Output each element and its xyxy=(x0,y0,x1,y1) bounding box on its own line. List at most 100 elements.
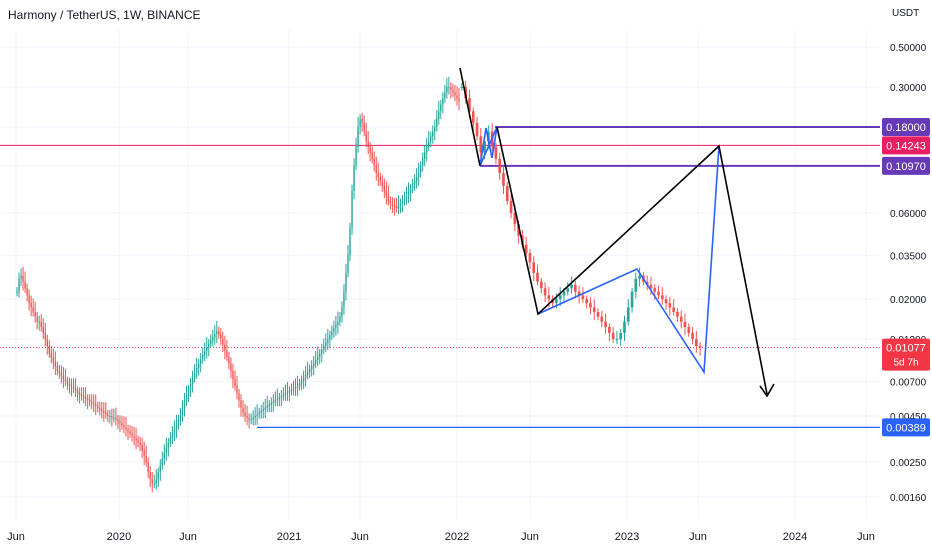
candle-body xyxy=(308,368,311,372)
candle-body xyxy=(66,381,69,384)
chart-title: Harmony / TetherUS, 1W, BINANCE xyxy=(8,8,201,22)
candle-body xyxy=(365,131,367,142)
candle-body xyxy=(40,321,42,328)
candle-body xyxy=(90,401,93,404)
y-tick-label: 0.00250 xyxy=(890,458,927,469)
x-tick-label: 2020 xyxy=(107,531,131,543)
candle-body xyxy=(258,412,260,415)
candle-body xyxy=(430,136,432,142)
candle-body xyxy=(317,356,319,360)
candle-body xyxy=(440,104,442,112)
candle-body xyxy=(448,87,450,89)
candle-body xyxy=(411,184,414,189)
candle-body xyxy=(442,98,444,105)
candle-body xyxy=(294,387,297,389)
candle-body xyxy=(513,213,517,225)
candle-body xyxy=(444,92,446,99)
candle-body xyxy=(22,275,24,282)
candle-body xyxy=(323,345,325,350)
candle-body xyxy=(438,111,440,119)
candle-body xyxy=(290,389,293,391)
candle-body xyxy=(379,177,381,182)
candle-body xyxy=(80,394,83,397)
candle-body xyxy=(169,437,172,443)
candle-body xyxy=(351,190,353,228)
candle-body xyxy=(483,141,486,153)
candle-body xyxy=(137,440,139,443)
candle-body xyxy=(123,425,125,428)
candle-body xyxy=(399,203,402,206)
candle-body xyxy=(135,437,137,441)
candle-body xyxy=(131,433,133,436)
x-tick-label: Jun xyxy=(521,531,539,543)
candle-body xyxy=(240,400,242,408)
trend-line-black-top xyxy=(459,67,481,166)
candle-body xyxy=(391,203,394,206)
candle-body xyxy=(343,291,345,308)
candle-body xyxy=(425,146,428,153)
candle-body xyxy=(212,337,214,341)
candle-body xyxy=(117,419,119,422)
candle-body xyxy=(262,409,264,411)
candle-body xyxy=(373,158,375,166)
candle-body xyxy=(44,332,46,340)
candle-body xyxy=(264,407,266,410)
projection-path-black xyxy=(496,126,768,395)
candle-body xyxy=(139,442,141,446)
candle-body xyxy=(34,311,36,317)
level-badge-0-18-bg xyxy=(882,118,930,137)
x-tick-label: 2021 xyxy=(277,531,301,543)
candle-body xyxy=(333,328,335,332)
candle-body xyxy=(161,458,164,466)
candle-body xyxy=(450,87,452,90)
candle-body xyxy=(119,421,121,424)
candle-body xyxy=(638,275,641,279)
candle-body xyxy=(50,353,53,358)
candle-body xyxy=(331,331,333,336)
candle-body xyxy=(335,324,337,329)
candle-body xyxy=(236,385,238,394)
candle-body xyxy=(574,284,577,292)
candle-body xyxy=(224,344,226,351)
y-axis-unit: USDT xyxy=(892,8,920,19)
candle-body xyxy=(175,425,178,430)
candle-body xyxy=(558,295,562,300)
y-tick-label: 0.00160 xyxy=(890,493,927,504)
current-price-badge: 0.01077 xyxy=(886,343,926,355)
candle-body xyxy=(147,462,149,473)
candle-body xyxy=(214,334,216,338)
candle-body xyxy=(284,393,287,395)
candle-body xyxy=(319,353,321,357)
candle-body xyxy=(383,185,386,191)
candle-body xyxy=(181,407,184,415)
candle-body xyxy=(133,435,135,438)
y-tick-label: 0.50000 xyxy=(890,43,927,54)
candle-body xyxy=(26,288,28,296)
candle-body xyxy=(199,359,202,364)
candle-body xyxy=(149,472,151,480)
candle-body xyxy=(145,456,147,463)
candle-body xyxy=(528,253,532,263)
candle-body xyxy=(611,332,615,340)
candle-body xyxy=(339,316,341,322)
candle-body xyxy=(191,378,194,384)
candle-body xyxy=(183,401,186,408)
candle-body xyxy=(228,356,230,364)
candle-body xyxy=(409,188,412,193)
x-tick-label: Jun xyxy=(857,531,875,543)
candle-body xyxy=(543,288,547,296)
candle-body xyxy=(581,295,585,300)
candle-body xyxy=(600,316,604,322)
candle-body xyxy=(407,192,410,196)
candle-body xyxy=(185,396,188,402)
candle-body xyxy=(634,278,638,292)
candle-body xyxy=(312,363,315,367)
level-badge-0-14243-bg xyxy=(882,136,930,155)
y-tick-label: 0.03500 xyxy=(890,251,927,262)
candle-body xyxy=(167,442,170,448)
candle-body xyxy=(405,195,408,199)
candle-body xyxy=(234,379,236,386)
x-tick-label: Jun xyxy=(689,531,707,543)
candle-body xyxy=(210,340,212,344)
candle-body xyxy=(417,173,420,178)
